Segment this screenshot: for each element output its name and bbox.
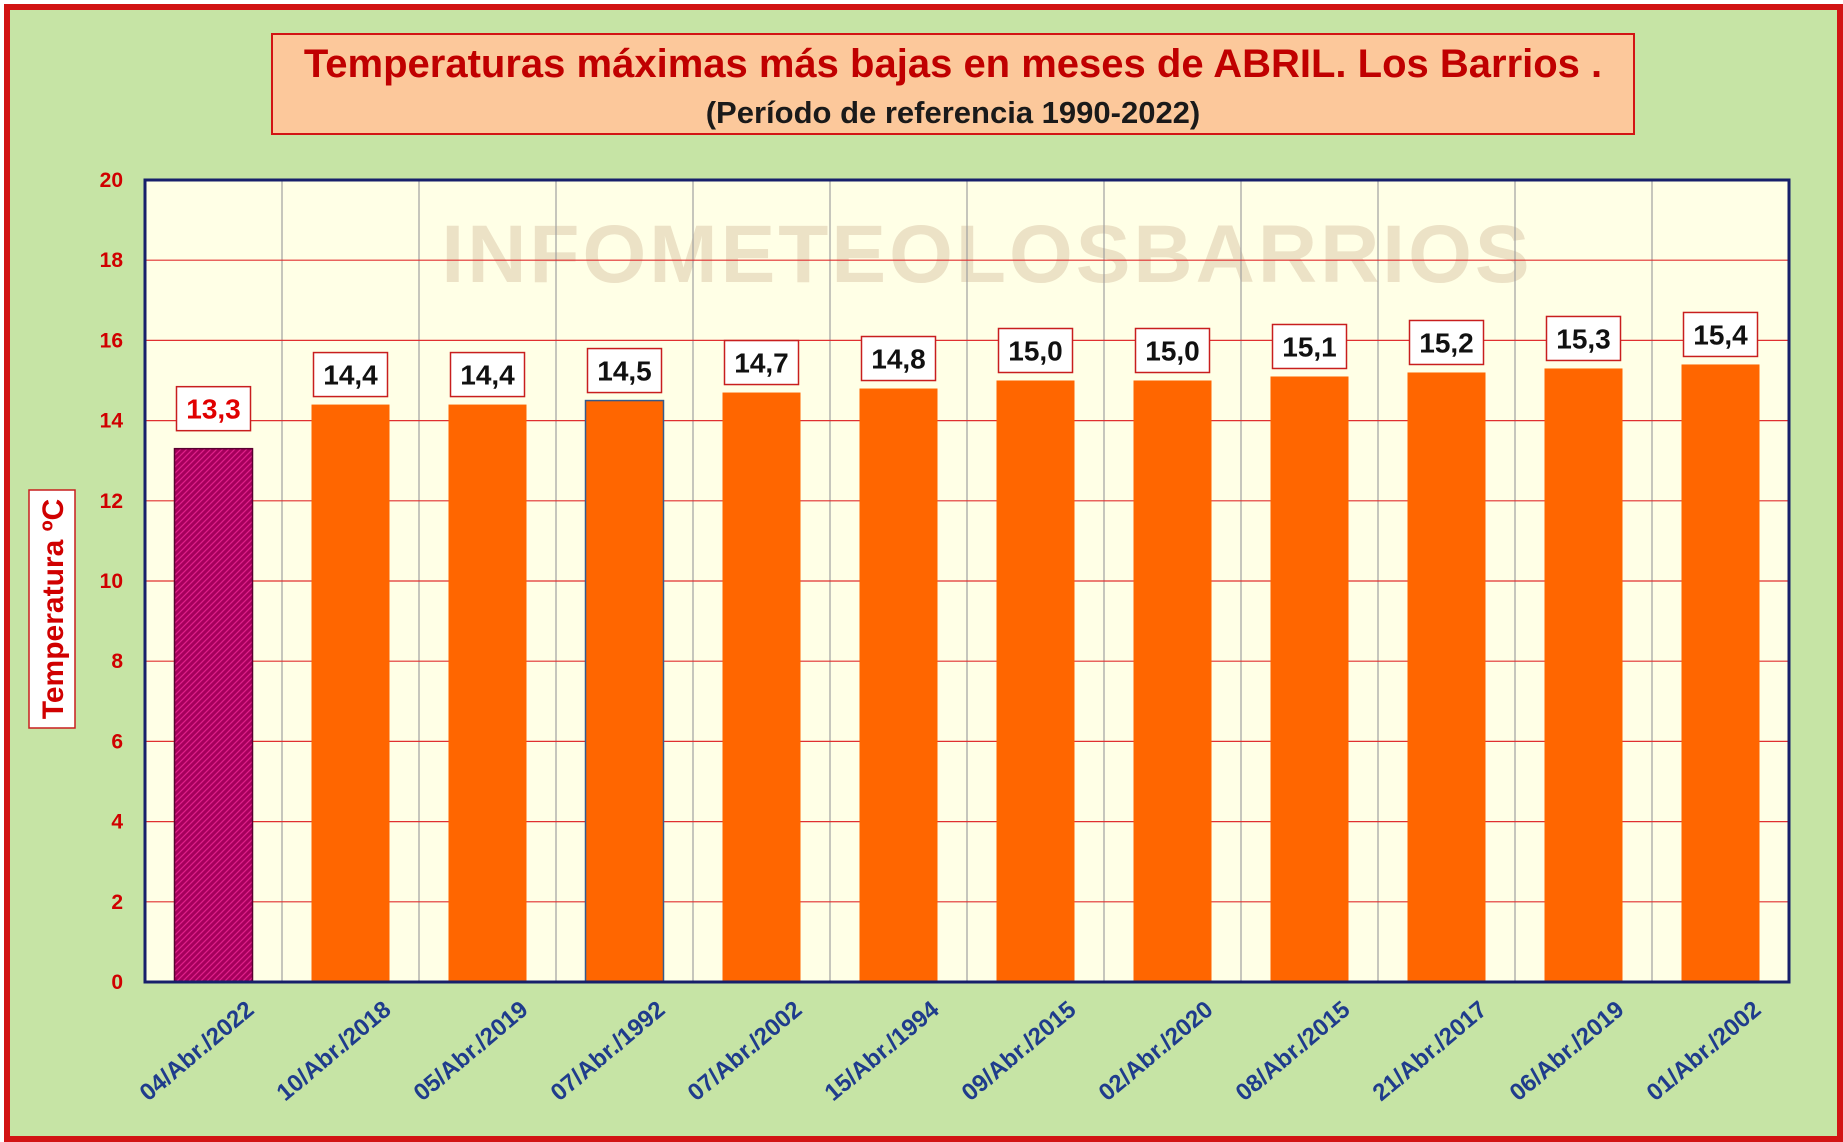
data-label: 15,1 [1282, 331, 1337, 362]
y-tick-label: 14 [100, 410, 124, 433]
plot-border [143, 178, 1791, 984]
y-tick-label: 8 [111, 650, 123, 673]
bar-07-abr-1992 [584, 399, 665, 983]
bar-07-abr-2002 [722, 392, 801, 982]
data-label-box [1271, 323, 1348, 370]
data-label-box [997, 327, 1074, 374]
data-label-box [1408, 319, 1485, 366]
y-tick-label: 18 [100, 249, 124, 272]
y-tick-label: 16 [100, 329, 123, 352]
x-tick-label: 15/Abr./1994 [820, 996, 945, 1107]
data-label: 15,0 [1008, 336, 1063, 367]
x-tick-label: 02/Abr./2020 [1094, 996, 1219, 1107]
y-tick-label: 4 [111, 811, 123, 834]
x-tick-label: 01/Abr./2002 [1642, 996, 1767, 1107]
x-tick-label: 04/Abr./2022 [135, 996, 260, 1107]
data-label-box [312, 351, 389, 398]
x-tick-label: 07/Abr./2002 [683, 996, 808, 1107]
bar-09-abr-2015 [996, 380, 1075, 982]
bar-06-abr-2019 [1544, 368, 1623, 983]
y-tick-label: 12 [100, 490, 123, 513]
data-label-box [1545, 315, 1622, 362]
data-label: 14,8 [871, 344, 926, 375]
x-tick-label: 09/Abr./2015 [957, 996, 1082, 1107]
bar-21-abr-2017 [1407, 372, 1486, 983]
y-tick-label: 2 [111, 891, 123, 914]
data-label: 15,2 [1419, 327, 1474, 358]
data-label-box [1134, 327, 1211, 374]
data-label-box [449, 351, 526, 398]
data-label-box [723, 339, 800, 386]
y-axis-label: Temperatura ºC [37, 499, 70, 719]
chart-subtitle: (Período de referencia 1990-2022) [705, 95, 1201, 130]
data-label-box [586, 347, 663, 394]
data-label: 14,7 [734, 348, 789, 379]
y-tick-label: 6 [111, 730, 123, 753]
y-tick-label: 0 [111, 971, 123, 994]
data-label: 15,4 [1693, 319, 1748, 350]
x-tick-label: 08/Abr./2015 [1231, 996, 1356, 1107]
bar-05-abr-2019 [448, 404, 527, 982]
data-label: 14,4 [460, 360, 515, 391]
bar-10-abr-2018 [311, 404, 390, 982]
data-label: 14,5 [597, 356, 652, 387]
bar-01-abr-2002 [1681, 364, 1760, 983]
bar-04-abr-2022 [173, 447, 254, 983]
x-tick-label: 10/Abr./2018 [272, 996, 397, 1107]
chart-title: Temperaturas máximas más bajas en meses … [303, 42, 1603, 86]
title-box: Temperaturas máximas más bajas en meses … [271, 33, 1635, 135]
x-tick-label: 07/Abr./1992 [546, 996, 671, 1107]
x-tick-label: 21/Abr./2017 [1368, 996, 1493, 1107]
x-tick-label: 06/Abr./2019 [1505, 996, 1630, 1107]
data-label-box [1682, 311, 1759, 358]
y-tick-label: 10 [100, 570, 123, 593]
data-label: 14,4 [323, 360, 378, 391]
x-tick-label: 05/Abr./2019 [409, 996, 534, 1107]
data-label-box [860, 335, 937, 382]
data-label: 13,3 [186, 394, 241, 425]
data-label-box [175, 385, 252, 432]
bar-15-abr-1994 [859, 388, 938, 982]
data-label: 15,0 [1145, 336, 1200, 367]
y-axis-label-box [28, 489, 76, 729]
y-tick-label: 20 [100, 169, 123, 192]
watermark-text: INFOMETEOLOSBARRIOS [441, 209, 1532, 300]
data-label: 15,3 [1556, 323, 1611, 354]
bar-02-abr-2020 [1133, 380, 1212, 982]
bar-08-abr-2015 [1270, 376, 1349, 982]
